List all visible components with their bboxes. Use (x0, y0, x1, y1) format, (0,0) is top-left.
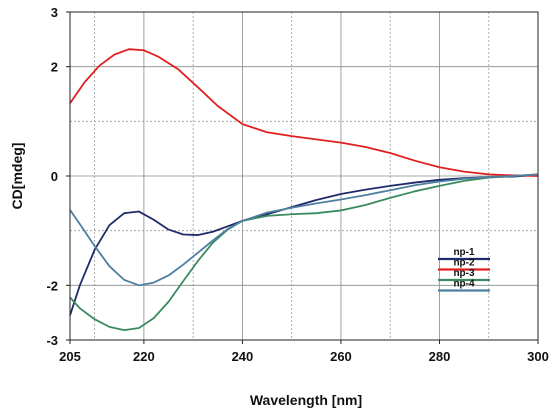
x-tick-label: 300 (527, 349, 549, 364)
series-layer (69, 48, 539, 332)
legend-label-np-2: np-2 (453, 258, 475, 269)
legend-label-np-4: np-4 (453, 279, 475, 290)
x-axis-title: Wavelength [nm] (250, 392, 362, 408)
series-line-np-2 (69, 48, 539, 177)
y-tick-label: 2 (51, 60, 58, 75)
y-tick-label: -3 (46, 333, 58, 348)
y-tick-label: 0 (51, 169, 58, 184)
legend-label-np-1: np-1 (453, 247, 475, 258)
grid-layer (70, 12, 538, 340)
series-line-np-4 (69, 173, 539, 287)
series-line-np-1 (69, 174, 539, 316)
x-tick-label: 280 (429, 349, 451, 364)
y-axis-title: CD[mdeg] (9, 143, 25, 210)
x-tick-label: 205 (59, 349, 81, 364)
legend: np-1np-2np-3np-4 (438, 247, 490, 292)
y-tick-label: -2 (46, 278, 58, 293)
x-tick-label: 220 (133, 349, 155, 364)
axis-layer: 205 220 240 260 280 300 -3 -2 0 2 3 (46, 5, 548, 364)
legend-label-np-3: np-3 (453, 268, 475, 279)
x-tick-label: 240 (232, 349, 254, 364)
y-tick-label: 3 (51, 5, 58, 20)
x-tick-label: 260 (330, 349, 352, 364)
